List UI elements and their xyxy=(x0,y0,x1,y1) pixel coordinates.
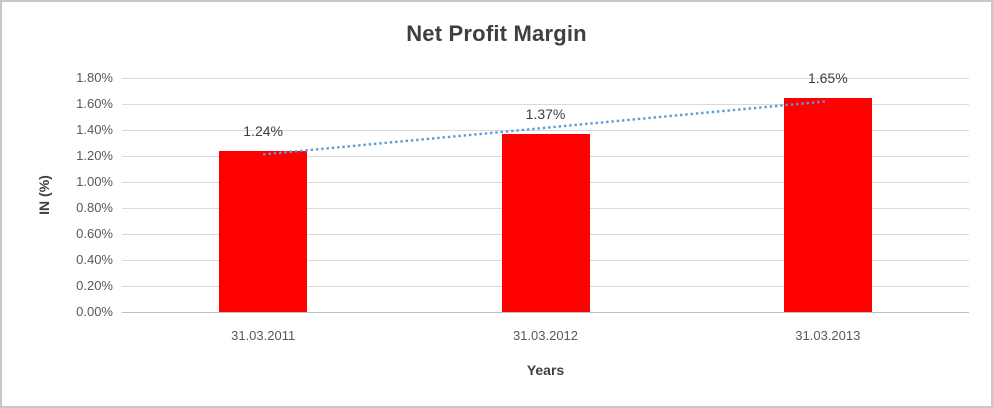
x-tick-label: 31.03.2013 xyxy=(795,328,861,343)
plot-area: 1.24% 1.37% 1.65% xyxy=(122,70,969,313)
y-tick-label: 1.20% xyxy=(76,148,113,163)
y-tick-label: 0.40% xyxy=(76,252,113,267)
bar xyxy=(783,97,872,312)
x-tick-label: 31.03.2011 xyxy=(231,328,296,343)
x-axis-title: Years xyxy=(526,362,565,378)
y-tick-label: 1.00% xyxy=(76,174,113,189)
y-tick-label: 1.40% xyxy=(76,122,113,137)
chart-title: Net Profit Margin xyxy=(406,21,587,46)
bar xyxy=(501,133,590,312)
bar-data-label: 1.65% xyxy=(807,69,848,86)
y-tick-label: 0.80% xyxy=(76,200,113,215)
y-tick-label: 0.00% xyxy=(76,304,113,319)
y-tick-label: 1.60% xyxy=(76,96,113,111)
y-tick-label: 0.60% xyxy=(76,226,113,241)
y-tick-label: 1.80% xyxy=(76,70,113,85)
x-tick-label: 31.03.2012 xyxy=(512,328,579,343)
y-tick-label: 0.20% xyxy=(76,278,113,293)
gridline xyxy=(122,77,969,79)
bar-data-label: 1.37% xyxy=(525,105,566,122)
x-axis-line xyxy=(122,311,969,313)
bar xyxy=(219,150,308,312)
bar-data-label: 1.24% xyxy=(243,122,283,139)
